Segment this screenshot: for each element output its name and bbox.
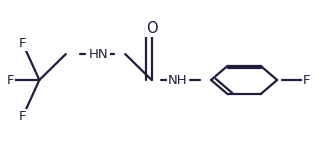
Text: F: F — [19, 110, 27, 123]
Text: O: O — [146, 21, 158, 36]
Text: F: F — [19, 37, 27, 50]
Text: F: F — [303, 73, 311, 87]
Text: F: F — [7, 73, 14, 87]
Text: NH: NH — [168, 73, 188, 87]
Text: HN: HN — [89, 48, 109, 60]
